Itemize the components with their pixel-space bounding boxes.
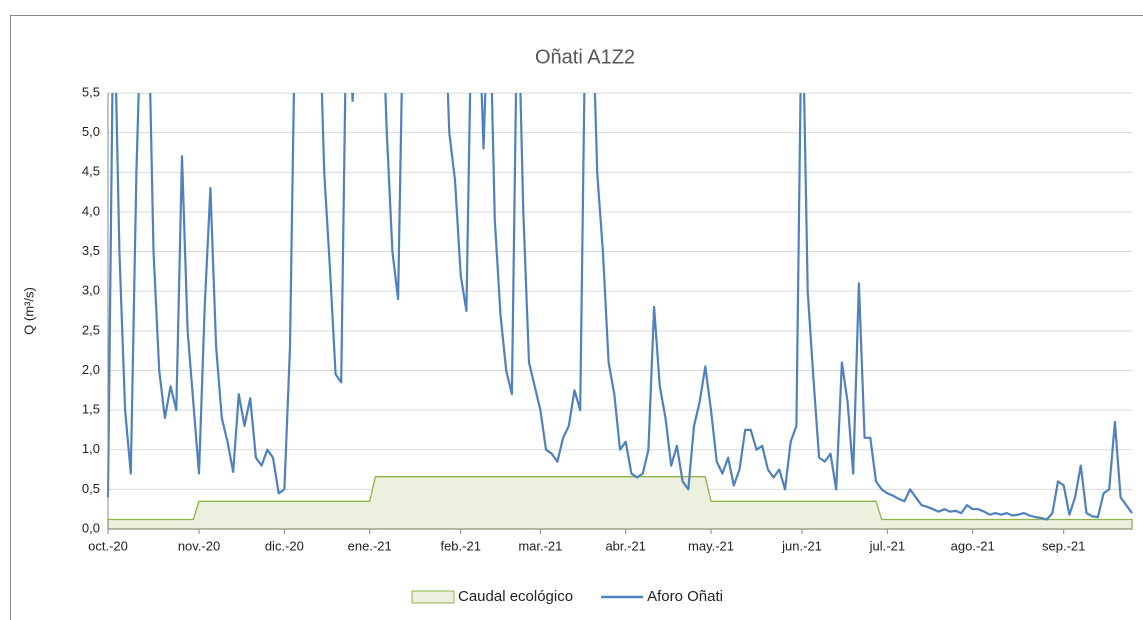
y-tick-label: 1,0	[82, 441, 100, 456]
marks	[106, 93, 1133, 530]
y-axis-label: Q (m³/s)	[21, 287, 36, 335]
y-tick-label: 2,5	[82, 322, 100, 337]
x-tick-label: abr.-21	[605, 538, 645, 553]
x-tick-label: sep.-21	[1042, 538, 1085, 553]
x-tick-label: nov.-20	[178, 538, 220, 553]
y-tick-label: 0,0	[82, 520, 100, 535]
area	[107, 476, 1133, 530]
axes: 0,0 0,5 1,0 1,5 2,0 2,5 3,0 3,5 4,0 4,5 5,0 5,5 oct.…	[82, 84, 1132, 553]
legend: Caudal ecológico Aforo Oñati	[411, 588, 723, 605]
legend-label: Aforo Oñati	[647, 588, 723, 605]
x-tick-label: jul.-21	[869, 538, 905, 553]
y-tick-label: 3,5	[82, 243, 100, 258]
legend-label: Caudal ecológico	[458, 588, 573, 605]
x-tick-label: jun.-21	[781, 538, 822, 553]
legend-swatch	[411, 590, 455, 604]
x-tick-label: ene.-21	[348, 538, 392, 553]
x-tick-label: ago.-21	[951, 538, 995, 553]
y-tick-label: 0,5	[82, 481, 100, 496]
x-tick-label: may.-21	[688, 538, 734, 553]
chart-title: Oñati A1Z2	[535, 46, 635, 68]
y-tick-label: 1,5	[82, 402, 100, 417]
line	[106, 93, 1133, 521]
y-tick-label: 4,5	[82, 164, 100, 179]
x-tick-label: dic.-20	[265, 538, 304, 553]
x-tick-label: feb.-21	[440, 538, 480, 553]
y-tick-label: 4,0	[82, 203, 100, 218]
y-tick-label: 3,0	[82, 283, 100, 298]
y-tick-label: 5,0	[82, 124, 100, 139]
y-tick-label: 2,0	[82, 362, 100, 377]
y-tick-label: 5,5	[82, 84, 100, 99]
x-tick-label: mar.-21	[518, 538, 562, 553]
x-tick-label: oct.-20	[88, 538, 128, 553]
